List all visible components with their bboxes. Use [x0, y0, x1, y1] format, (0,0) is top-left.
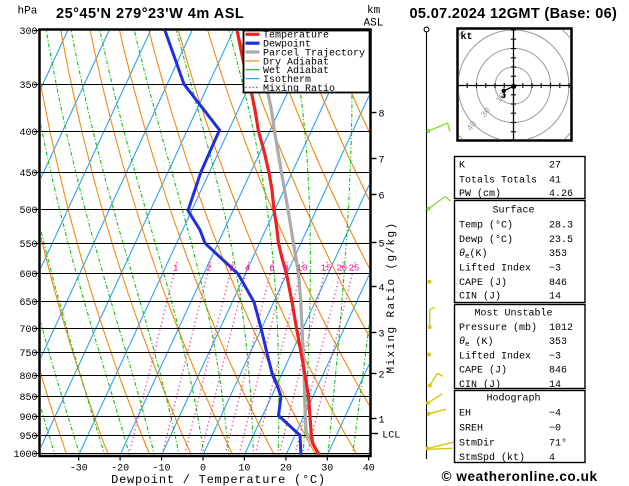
svg-text:10: 10	[238, 464, 250, 475]
svg-text:600: 600	[19, 270, 37, 281]
svg-text:4: 4	[379, 283, 385, 294]
svg-text:4: 4	[245, 263, 250, 273]
svg-text:−0: −0	[549, 424, 561, 435]
svg-text:800: 800	[19, 372, 37, 383]
svg-text:Dewpoint / Temperature (°C): Dewpoint / Temperature (°C)	[111, 473, 326, 486]
svg-text:−4: −4	[549, 409, 561, 420]
svg-text:5: 5	[379, 239, 385, 250]
svg-text:20: 20	[336, 263, 347, 273]
svg-text:ASL: ASL	[364, 18, 384, 30]
svg-text:Dewp (°C): Dewp (°C)	[459, 234, 513, 246]
svg-text:350: 350	[19, 81, 37, 92]
svg-text:1012: 1012	[549, 323, 573, 334]
svg-text:41: 41	[549, 176, 561, 187]
svg-text:25: 25	[349, 263, 360, 273]
svg-text:6: 6	[269, 263, 274, 273]
svg-text:353: 353	[549, 337, 567, 348]
svg-text:400: 400	[19, 128, 37, 139]
svg-text:CAPE (J): CAPE (J)	[459, 277, 507, 289]
svg-text:© weatheronline.co.uk: © weatheronline.co.uk	[442, 469, 598, 484]
svg-text:StmSpd (kt): StmSpd (kt)	[459, 452, 525, 464]
svg-text:PW (cm): PW (cm)	[459, 188, 501, 200]
svg-text:20: 20	[280, 464, 292, 475]
svg-text:550: 550	[19, 240, 37, 251]
svg-text:23.5: 23.5	[549, 235, 573, 246]
svg-text:846: 846	[549, 278, 567, 289]
svg-text:6: 6	[379, 191, 385, 202]
svg-text:EH: EH	[459, 409, 471, 420]
svg-text:450: 450	[19, 169, 37, 180]
svg-text:CAPE (J): CAPE (J)	[459, 365, 507, 377]
svg-text:Pressure (mb): Pressure (mb)	[459, 322, 537, 334]
svg-text:0: 0	[200, 464, 206, 475]
svg-text:2: 2	[379, 370, 385, 381]
svg-text:353: 353	[549, 249, 567, 260]
svg-text:Wet Adiabat: Wet Adiabat	[263, 65, 329, 77]
svg-text:1: 1	[379, 415, 385, 426]
svg-text:14: 14	[549, 380, 561, 391]
svg-text:Dewpoint: Dewpoint	[263, 39, 311, 51]
svg-text:Most Unstable: Most Unstable	[474, 307, 552, 319]
svg-text:θe (K): θe (K)	[459, 336, 494, 349]
svg-text:-30: -30	[70, 464, 88, 475]
svg-text:500: 500	[19, 206, 37, 217]
svg-text:14: 14	[549, 292, 561, 303]
svg-text:15: 15	[321, 263, 332, 273]
svg-text:28.3: 28.3	[549, 221, 573, 232]
svg-text:-20: -20	[111, 464, 129, 475]
svg-text:700: 700	[19, 325, 37, 336]
svg-text:km: km	[367, 5, 381, 17]
svg-text:27: 27	[549, 160, 561, 171]
svg-text:3: 3	[229, 263, 234, 273]
svg-text:-10: -10	[153, 464, 171, 475]
svg-text:30: 30	[321, 464, 333, 475]
svg-text:Mixing Ratio (g/kg): Mixing Ratio (g/kg)	[386, 221, 398, 373]
svg-text:StmDir: StmDir	[459, 437, 495, 449]
svg-text:CIN (J): CIN (J)	[459, 379, 501, 391]
svg-text:950: 950	[19, 432, 37, 443]
svg-text:8: 8	[379, 109, 385, 120]
svg-text:Parcel Trajectory: Parcel Trajectory	[263, 47, 365, 59]
svg-text:Mixing Ratio: Mixing Ratio	[263, 83, 335, 95]
svg-text:Dry Adiabat: Dry Adiabat	[263, 56, 329, 68]
svg-text:850: 850	[19, 393, 37, 404]
svg-text:Lifted Index: Lifted Index	[459, 263, 531, 275]
svg-text:kt: kt	[461, 31, 473, 43]
svg-text:−3: −3	[549, 352, 561, 363]
svg-text:Temp (°C): Temp (°C)	[459, 220, 513, 232]
svg-text:8: 8	[283, 263, 288, 273]
svg-text:25°45'N 279°23'W 4m ASL: 25°45'N 279°23'W 4m ASL	[56, 6, 244, 22]
svg-text:750: 750	[19, 349, 37, 360]
svg-text:71°: 71°	[549, 437, 567, 449]
svg-text:Hodograph: Hodograph	[486, 393, 540, 405]
svg-text:CIN (J): CIN (J)	[459, 291, 501, 303]
svg-text:Lifted Index: Lifted Index	[459, 351, 531, 363]
svg-text:1: 1	[173, 263, 178, 273]
svg-text:650: 650	[19, 298, 37, 309]
svg-text:846: 846	[549, 366, 567, 377]
svg-text:SREH: SREH	[459, 424, 483, 435]
svg-text:40: 40	[363, 464, 375, 475]
svg-text:θe(K): θe(K)	[459, 248, 488, 261]
svg-text:2: 2	[206, 263, 211, 273]
svg-text:300: 300	[19, 27, 37, 38]
svg-text:K: K	[459, 160, 465, 171]
svg-text:LCL: LCL	[382, 431, 400, 442]
svg-text:3: 3	[379, 329, 385, 340]
svg-text:4: 4	[549, 453, 555, 464]
svg-text:Temperature: Temperature	[263, 31, 329, 42]
svg-text:900: 900	[19, 413, 37, 424]
svg-text:05.07.2024 12GMT (Base: 06): 05.07.2024 12GMT (Base: 06)	[410, 6, 618, 22]
svg-text:7: 7	[379, 155, 385, 166]
svg-text:Isotherm: Isotherm	[263, 74, 311, 86]
svg-text:4.26: 4.26	[549, 189, 573, 200]
svg-text:−3: −3	[549, 264, 561, 275]
svg-text:10: 10	[297, 263, 308, 273]
svg-text:hPa: hPa	[18, 6, 38, 18]
svg-text:Totals Totals: Totals Totals	[459, 175, 537, 187]
svg-text:Surface: Surface	[492, 205, 534, 217]
svg-text:1000: 1000	[13, 450, 37, 461]
